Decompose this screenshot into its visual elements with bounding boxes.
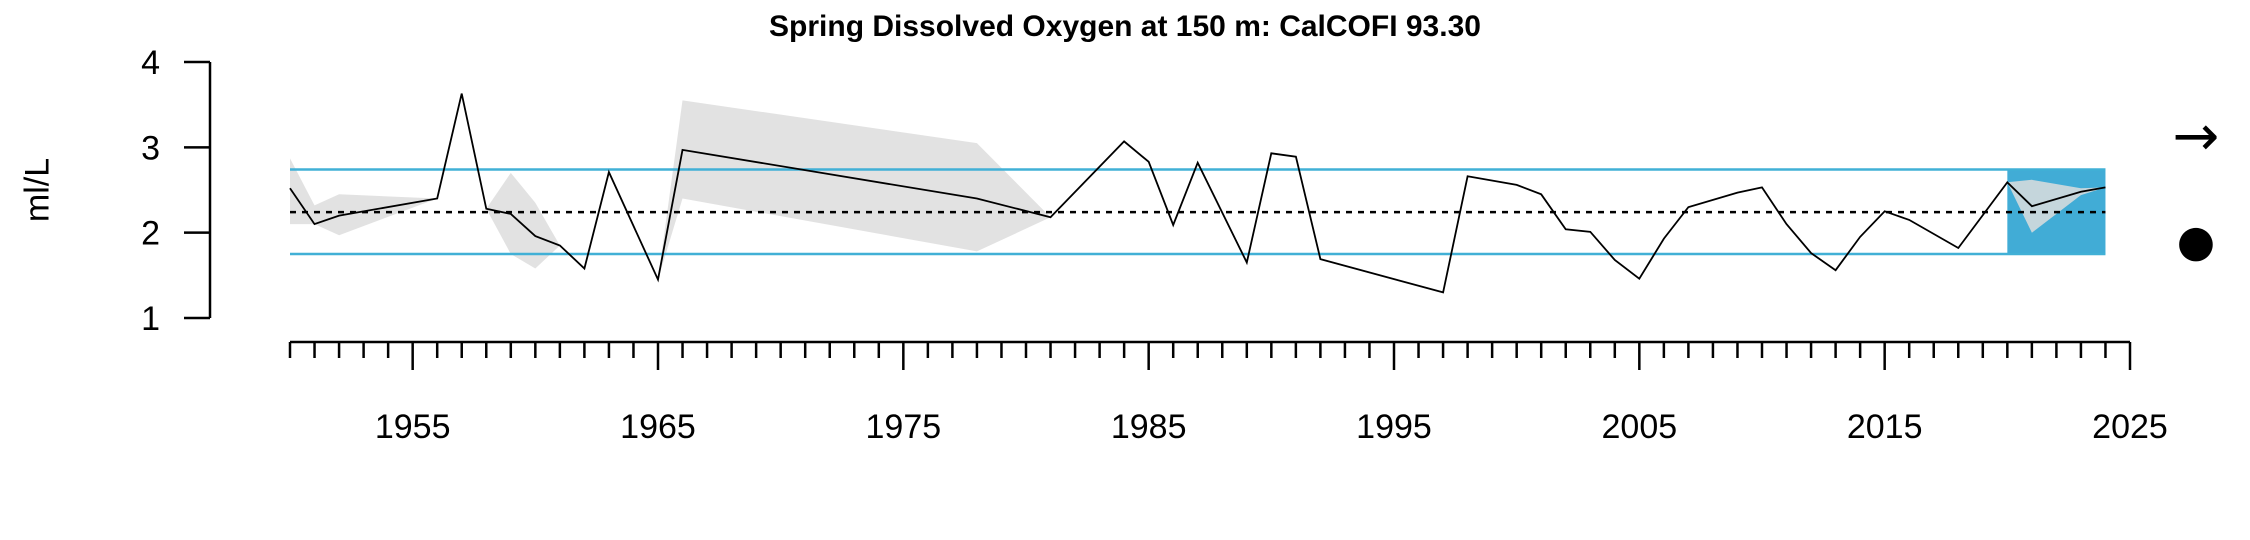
error-band-layer: [290, 93, 2106, 293]
y-tick-label: 1: [141, 300, 160, 338]
series-line: [289, 93, 2106, 294]
x-tick-label: 2005: [1602, 408, 1678, 446]
x-tick-label: 1975: [866, 408, 942, 446]
x-tick-label: 1955: [375, 408, 451, 446]
sd-lines-layer: [290, 168, 2106, 256]
indicator-symbols: →●: [2173, 104, 2220, 267]
trend-arrow-icon: →: [2173, 104, 2220, 169]
error-band: [290, 93, 2106, 293]
y-tick-label: 4: [141, 44, 160, 82]
y-axis: 1 2 3 4: [141, 44, 212, 338]
x-tick-label: 1995: [1356, 408, 1432, 446]
mean-status-dot-icon: ●: [2177, 216, 2215, 267]
x-tick-label: 2025: [2092, 408, 2168, 446]
y-tick-label: 3: [141, 129, 160, 167]
x-tick-label: 1965: [620, 408, 696, 446]
x-tick-label: 2015: [1847, 408, 1923, 446]
x-tick-label: 1985: [1111, 408, 1187, 446]
y-tick-label: 2: [141, 215, 160, 253]
chart-title: Spring Dissolved Oxygen at 150 m: CalCOF…: [769, 10, 1481, 43]
series-line-layer: [289, 93, 2106, 294]
x-axis: 1955 1965 1975 1985 1995 2005 2015 2025: [288, 340, 2168, 446]
